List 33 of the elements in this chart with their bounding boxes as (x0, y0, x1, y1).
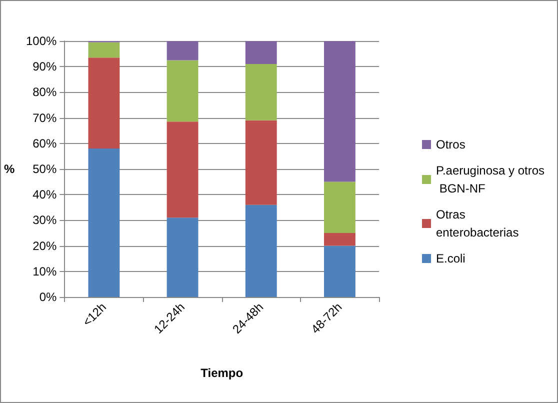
legend-label: Otros (436, 138, 466, 152)
y-tick-label: 80% (32, 85, 57, 100)
bar (245, 64, 277, 120)
bar (324, 233, 356, 246)
y-tick-label: 0% (39, 290, 57, 304)
legend-label: E.coli (436, 252, 466, 266)
y-tick-label: 40% (32, 188, 57, 202)
y-tick-label: 90% (32, 60, 57, 74)
y-tick-label: 30% (32, 213, 57, 228)
bar (88, 148, 120, 297)
x-tick-label: <12h (80, 300, 109, 330)
bar (166, 218, 198, 297)
bar (324, 246, 356, 297)
bar (166, 122, 198, 218)
bar (166, 60, 198, 122)
bar (88, 42, 120, 58)
y-tick-label: 20% (32, 238, 57, 253)
bar (324, 182, 356, 233)
y-tick-label: 100% (26, 34, 57, 48)
legend-label: P.aeruginosa y otros BGN-NF (436, 164, 545, 196)
legend-label: Otras enterobacterias (436, 208, 519, 240)
y-tick-label: 60% (32, 136, 57, 150)
bar (245, 204, 277, 297)
x-axis-title: Tiempo (200, 366, 244, 380)
bar (166, 41, 198, 60)
y-tick-label: 70% (32, 110, 57, 125)
bar (88, 58, 120, 149)
y-tick-label: 50% (32, 162, 57, 176)
bar (324, 41, 356, 182)
y-tick-label: 10% (32, 264, 57, 278)
bar (245, 41, 277, 64)
bar (245, 120, 277, 205)
y-axis-title: % (4, 162, 15, 176)
